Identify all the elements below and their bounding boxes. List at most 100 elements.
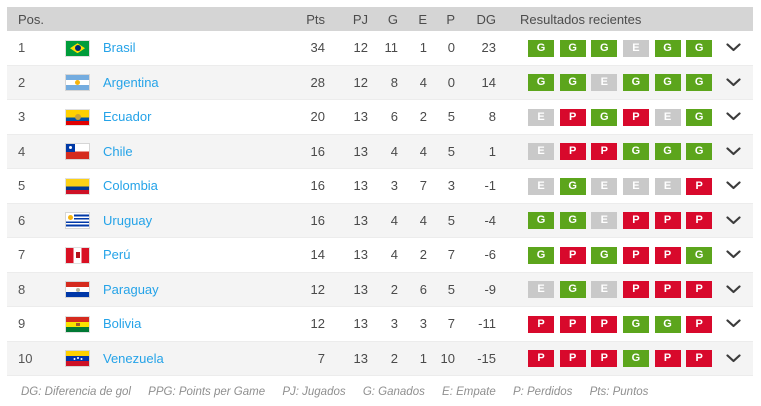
result-badge: E bbox=[591, 212, 618, 230]
result-badge: G bbox=[622, 74, 649, 92]
header-results: Resultados recientes bbox=[520, 11, 642, 27]
team-link[interactable]: Ecuador bbox=[103, 109, 152, 125]
legend-e: E: Empate bbox=[442, 386, 496, 398]
result-badge: P bbox=[559, 315, 586, 333]
goal-diff-value: 1 bbox=[488, 143, 496, 159]
position: 5 bbox=[18, 178, 26, 194]
team-flag-icon bbox=[66, 213, 89, 229]
team-link[interactable]: Colombia bbox=[103, 178, 158, 194]
goal-diff-value: -6 bbox=[484, 247, 496, 263]
position: 8 bbox=[18, 281, 26, 297]
played-value: 13 bbox=[353, 109, 368, 125]
team-link[interactable]: Perú bbox=[103, 247, 131, 263]
legend-pj: PJ: Jugados bbox=[282, 386, 346, 398]
flag-cell bbox=[62, 350, 103, 367]
chevron-down-icon[interactable] bbox=[714, 213, 753, 228]
recent-results: G G E P P P bbox=[496, 211, 714, 230]
goal-diff-value: -4 bbox=[484, 212, 496, 228]
result-badge: P bbox=[591, 315, 618, 333]
result-badge: G bbox=[528, 212, 554, 230]
legend-dg: DG: Diferencia de gol bbox=[21, 386, 131, 398]
result-badge: P bbox=[686, 212, 713, 230]
result-badge: G bbox=[559, 281, 586, 299]
header-pj: PJ bbox=[352, 11, 368, 27]
played-value: 13 bbox=[353, 178, 368, 194]
points-value: 34 bbox=[310, 40, 325, 56]
wins-value: 3 bbox=[390, 316, 398, 332]
losses-value: 0 bbox=[447, 40, 455, 56]
result-badge: G bbox=[559, 212, 586, 230]
draws-value: 4 bbox=[419, 74, 427, 90]
result-badge: P bbox=[654, 281, 681, 299]
flag-cell bbox=[62, 143, 103, 160]
team-link[interactable]: Paraguay bbox=[103, 281, 159, 297]
points-value: 16 bbox=[310, 212, 325, 228]
goal-diff-value: -9 bbox=[484, 281, 496, 297]
result-badge: E bbox=[528, 177, 554, 195]
draws-value: 1 bbox=[419, 350, 427, 366]
result-badge: G bbox=[686, 143, 713, 161]
losses-value: 5 bbox=[447, 143, 455, 159]
header-pos: Pos. bbox=[18, 11, 45, 27]
team-link[interactable]: Argentina bbox=[103, 74, 159, 90]
chevron-down-icon[interactable] bbox=[714, 178, 753, 193]
result-badge: P bbox=[686, 315, 713, 333]
team-flag-icon bbox=[66, 351, 89, 367]
result-badge: G bbox=[559, 177, 586, 195]
legend-p: P: Perdidos bbox=[512, 386, 573, 398]
recent-results: G G E G G G bbox=[496, 73, 714, 92]
chevron-down-icon[interactable] bbox=[714, 75, 753, 90]
result-badge: G bbox=[686, 108, 713, 126]
result-badge: G bbox=[528, 74, 554, 92]
table-row: 8 Paraguay 12 13 2 6 5 -9 E G E P P P bbox=[7, 272, 753, 307]
chevron-down-icon[interactable] bbox=[714, 40, 753, 55]
position: 7 bbox=[18, 247, 26, 263]
goal-diff-value: 8 bbox=[488, 109, 496, 125]
goal-diff-value: -11 bbox=[478, 316, 496, 332]
team-link[interactable]: Brasil bbox=[103, 40, 136, 56]
wins-value: 4 bbox=[390, 247, 398, 263]
team-flag-icon bbox=[66, 247, 89, 263]
team-link[interactable]: Uruguay bbox=[103, 212, 153, 228]
chevron-down-icon[interactable] bbox=[714, 247, 753, 262]
goal-diff-value: 14 bbox=[481, 74, 496, 90]
result-badge: E bbox=[622, 39, 649, 57]
losses-value: 5 bbox=[447, 212, 455, 228]
losses-value: 7 bbox=[447, 247, 455, 263]
result-badge: P bbox=[622, 246, 649, 264]
wins-value: 4 bbox=[390, 212, 398, 228]
chevron-down-icon[interactable] bbox=[714, 109, 753, 124]
table-header: Pos. Pts PJ G E P DG Resultados reciente… bbox=[7, 7, 753, 31]
chevron-down-icon[interactable] bbox=[714, 351, 753, 366]
wins-value: 11 bbox=[384, 40, 399, 56]
team-link[interactable]: Bolivia bbox=[103, 316, 142, 332]
result-badge: E bbox=[622, 177, 649, 195]
chevron-down-icon[interactable] bbox=[714, 144, 753, 159]
team-flag-icon bbox=[66, 75, 89, 91]
points-value: 7 bbox=[317, 350, 325, 366]
recent-results: E P G P E G bbox=[496, 108, 714, 126]
points-value: 12 bbox=[310, 316, 325, 332]
points-value: 28 bbox=[310, 74, 325, 90]
position: 10 bbox=[18, 350, 33, 366]
result-badge: G bbox=[622, 143, 649, 161]
result-badge: P bbox=[528, 350, 554, 368]
wins-value: 2 bbox=[390, 281, 398, 297]
team-link[interactable]: Venezuela bbox=[103, 350, 164, 366]
played-value: 13 bbox=[353, 212, 368, 228]
header-dg: DG bbox=[476, 11, 497, 27]
played-value: 13 bbox=[353, 247, 368, 263]
result-badge: P bbox=[559, 350, 586, 368]
result-badge: G bbox=[686, 39, 713, 57]
team-link[interactable]: Chile bbox=[103, 143, 133, 159]
flag-cell bbox=[62, 109, 103, 125]
flag-cell bbox=[62, 178, 103, 194]
result-badge: G bbox=[591, 39, 618, 57]
recent-results: G G G E G G bbox=[496, 39, 714, 57]
recent-results: P P P G G P bbox=[496, 315, 714, 333]
team-flag-icon bbox=[66, 316, 89, 332]
result-badge: E bbox=[591, 177, 618, 195]
recent-results: E G E P P P bbox=[496, 280, 714, 299]
chevron-down-icon[interactable] bbox=[714, 316, 753, 331]
chevron-down-icon[interactable] bbox=[714, 282, 753, 297]
